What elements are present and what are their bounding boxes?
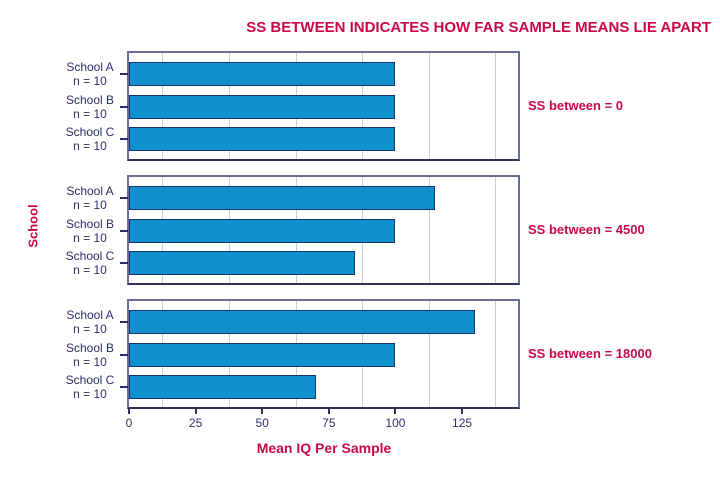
category-sublabel: n = 10	[73, 106, 107, 121]
category-name: School A	[66, 184, 114, 198]
x-axis-tick-label: 125	[452, 416, 473, 430]
x-axis-label: Mean IQ Per Sample	[256, 440, 392, 456]
gridline	[428, 301, 430, 407]
category-tick-dash	[120, 229, 128, 232]
x-axis-tick	[261, 409, 264, 414]
category-tick-dash	[120, 262, 128, 264]
x-axis-tick	[461, 409, 464, 414]
category-name: School C	[65, 249, 115, 263]
x-axis-tick	[194, 409, 197, 414]
bar	[129, 127, 396, 151]
category-sublabel: n = 10	[73, 139, 107, 153]
bar	[129, 251, 356, 275]
category-tick-dash	[120, 321, 128, 323]
category-tick-dash	[120, 353, 128, 356]
category-sublabel: n = 10	[73, 354, 107, 369]
x-axis-tick-label: 0	[125, 416, 133, 430]
category-name: School C	[65, 373, 115, 387]
ss-between-annotation: SS between = 18000	[528, 346, 652, 361]
category-name: School A	[66, 60, 114, 74]
bar	[129, 62, 396, 86]
category-sublabel: n = 10	[73, 322, 107, 336]
category-sublabel: n = 10	[73, 387, 107, 401]
category-tick-dash	[120, 386, 128, 388]
category-tick-dash	[120, 197, 128, 199]
category-name: School B	[65, 340, 115, 355]
x-axis-tick-label: 100	[385, 416, 406, 430]
ss-between-annotation: SS between = 0	[528, 98, 624, 113]
bar	[129, 342, 396, 367]
x-axis-tick	[327, 409, 330, 414]
gridline	[495, 301, 497, 407]
bar	[129, 310, 476, 334]
bar	[129, 186, 436, 210]
category-sublabel: n = 10	[73, 263, 107, 277]
bar	[129, 94, 396, 119]
category-tick-dash	[120, 73, 128, 75]
category-name: School A	[66, 308, 114, 322]
chart-panel	[127, 175, 520, 285]
x-axis-tick	[128, 409, 130, 414]
ss-between-annotation: SS between = 4500	[528, 222, 645, 237]
category-tick-dash	[120, 105, 128, 108]
x-axis-tick	[394, 409, 397, 414]
category-tick-dash	[120, 138, 128, 140]
gridline	[495, 177, 497, 283]
x-axis-tick-label: 50	[255, 416, 269, 430]
category-name: School C	[65, 125, 115, 139]
category-sublabel: n = 10	[73, 230, 107, 245]
y-axis-label: School	[25, 204, 41, 248]
x-axis-tick-label: 75	[322, 416, 336, 430]
category-sublabel: n = 10	[73, 198, 107, 212]
gridline	[428, 177, 430, 283]
category-sublabel: n = 10	[73, 74, 107, 88]
bar	[129, 218, 396, 243]
x-axis-tick-label: 25	[188, 416, 203, 430]
gridline	[428, 53, 430, 159]
chart-panel	[127, 299, 520, 409]
chart-panel	[127, 51, 520, 161]
category-name: School B	[65, 92, 115, 107]
bar	[129, 375, 316, 399]
category-name: School B	[65, 216, 115, 231]
gridline	[495, 53, 497, 159]
chart-title: SS BETWEEN INDICATES HOW FAR SAMPLE MEAN…	[246, 19, 711, 36]
